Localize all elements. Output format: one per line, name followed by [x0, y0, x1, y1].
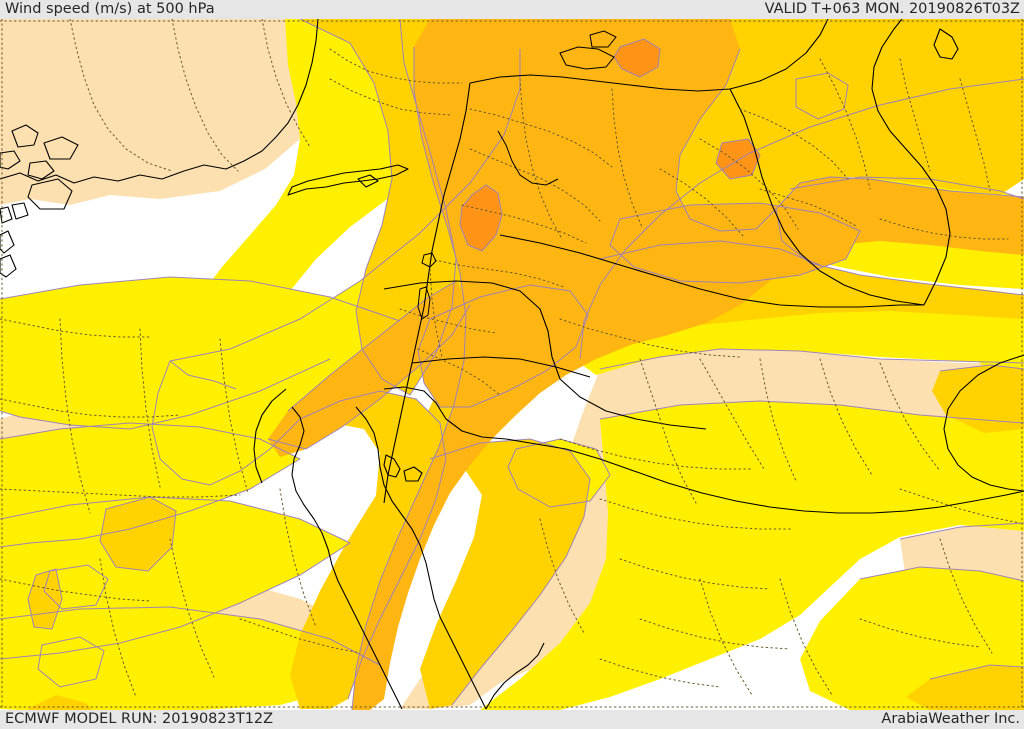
model-run-label: ECMWF MODEL RUN: 20190823T12Z — [5, 711, 274, 727]
contour-lines — [0, 19, 1024, 710]
wind-speed-contour-map — [0, 19, 1024, 710]
map-canvas[interactable] — [0, 19, 1024, 710]
footer-info-bar: ECMWF MODEL RUN: 20190823T12Z ArabiaWeat… — [0, 710, 1024, 729]
lake-features — [417, 30, 617, 320]
page-title: Wind speed (m/s) at 500 hPa — [5, 1, 215, 17]
valid-time-label: VALID T+063 MON. 20190826T03Z — [764, 1, 1020, 17]
fill-band-gt25 — [460, 39, 760, 251]
header-info-bar: Wind speed (m/s) at 500 hPa VALID T+063 … — [0, 0, 1024, 19]
country-borders — [0, 19, 1024, 710]
attribution-label: ArabiaWeather Inc. — [881, 711, 1020, 727]
admin-boundaries — [0, 19, 1024, 710]
